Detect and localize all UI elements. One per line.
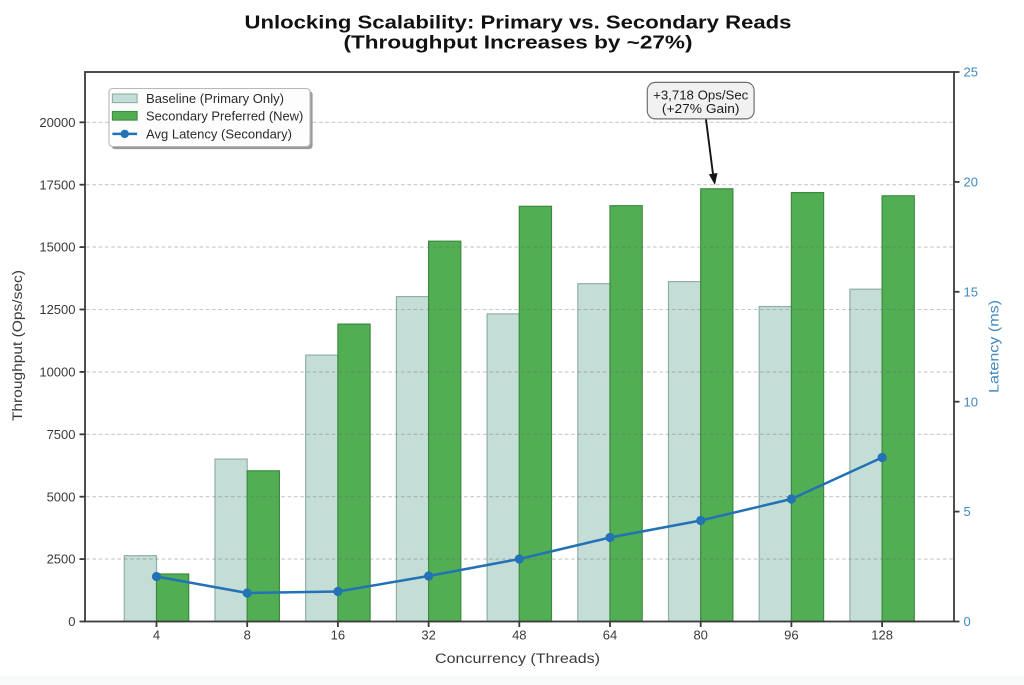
svg-text:Secondary Preferred (New): Secondary Preferred (New) — [146, 108, 303, 123]
svg-text:Throughput (Ops/sec): Throughput (Ops/sec) — [10, 270, 25, 421]
svg-text:48: 48 — [512, 628, 526, 643]
svg-text:(Throughput Increases by ~27%): (Throughput Increases by ~27%) — [344, 33, 693, 53]
svg-text:64: 64 — [603, 628, 617, 643]
svg-text:0: 0 — [964, 614, 971, 629]
svg-text:15: 15 — [964, 284, 978, 299]
svg-text:10000: 10000 — [39, 365, 75, 380]
svg-text:12500: 12500 — [39, 302, 75, 317]
svg-text:0: 0 — [68, 614, 75, 629]
svg-text:4: 4 — [153, 628, 160, 643]
svg-text:7500: 7500 — [47, 427, 76, 442]
svg-text:128: 128 — [871, 628, 893, 643]
svg-text:Concurrency (Threads): Concurrency (Threads) — [435, 651, 600, 666]
svg-text:2500: 2500 — [47, 552, 76, 567]
svg-text:20000: 20000 — [39, 115, 75, 130]
svg-text:+3,718 Ops/Sec: +3,718 Ops/Sec — [653, 88, 749, 103]
svg-text:32: 32 — [421, 628, 435, 643]
svg-text:8: 8 — [244, 628, 251, 643]
svg-text:Baseline (Primary Only): Baseline (Primary Only) — [146, 91, 284, 106]
svg-text:5000: 5000 — [47, 489, 76, 504]
svg-text:25: 25 — [964, 65, 978, 80]
svg-text:Latency (ms): Latency (ms) — [987, 300, 1002, 393]
svg-text:Avg Latency (Secondary): Avg Latency (Secondary) — [146, 127, 292, 142]
svg-text:80: 80 — [693, 628, 707, 643]
svg-text:10: 10 — [964, 394, 978, 409]
svg-text:5: 5 — [964, 504, 971, 519]
svg-text:17500: 17500 — [39, 177, 75, 192]
svg-text:(+27% Gain): (+27% Gain) — [662, 101, 740, 116]
svg-text:20: 20 — [964, 175, 978, 190]
svg-text:Unlocking Scalability: Primary: Unlocking Scalability: Primary vs. Secon… — [245, 13, 792, 33]
svg-text:96: 96 — [784, 628, 798, 643]
svg-text:15000: 15000 — [39, 240, 75, 255]
svg-text:16: 16 — [331, 628, 345, 643]
